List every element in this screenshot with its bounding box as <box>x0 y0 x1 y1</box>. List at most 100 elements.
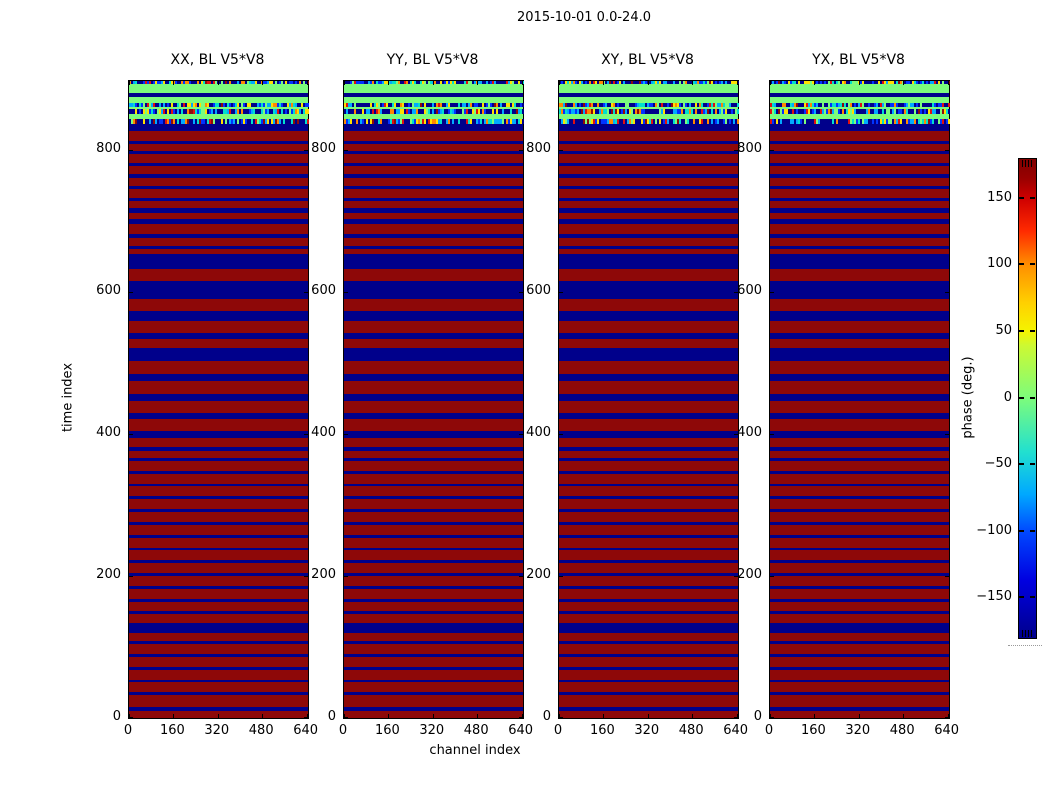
phase-minus180-stripe <box>129 470 308 474</box>
noise-speckle <box>498 103 500 108</box>
noise-speckle <box>456 81 458 84</box>
noise-speckle <box>400 103 402 108</box>
noise-speckle <box>591 109 593 114</box>
noise-speckle <box>275 103 277 108</box>
phase-minus180-stripe <box>344 208 523 214</box>
noise-speckle <box>129 81 131 84</box>
noise-speckle <box>392 109 394 114</box>
noise-speckle <box>386 109 388 114</box>
noise-speckle <box>920 81 922 84</box>
y-tick-label: 600 <box>96 282 121 298</box>
noise-speckle <box>376 109 378 114</box>
noise-speckle <box>460 103 462 108</box>
noise-speckle <box>796 103 798 108</box>
panel-title-yy: YY, BL V5*V8 <box>386 52 479 68</box>
noise-speckle <box>418 103 420 108</box>
phase-minus180-stripe <box>129 186 308 189</box>
noise-speckle <box>567 81 569 84</box>
noise-speckle <box>834 103 836 108</box>
y-tick-mark <box>559 149 563 151</box>
phase-minus180-stripe <box>559 679 738 683</box>
noise-speckle <box>273 103 275 108</box>
noise-speckle <box>615 81 617 84</box>
noise-speckle <box>631 119 633 124</box>
noise-speckle <box>203 119 205 124</box>
colorbar-tick-label: 150 <box>987 189 1012 205</box>
noise-speckle <box>625 119 627 124</box>
noise-speckle <box>884 109 886 114</box>
noise-speckle <box>870 103 872 108</box>
noise-speckle <box>944 119 946 124</box>
x-tick-label: 480 <box>678 723 704 738</box>
noise-speckle <box>723 119 725 124</box>
noise-speckle <box>454 119 456 124</box>
noise-speckle <box>571 81 573 84</box>
noise-speckle <box>603 109 605 114</box>
noise-speckle <box>187 81 189 84</box>
noise-speckle <box>615 109 617 114</box>
noise-speckle <box>249 103 251 108</box>
noise-speckle <box>625 81 627 84</box>
noise-speckle <box>788 103 790 108</box>
noise-speckle <box>195 119 197 124</box>
phase-minus180-stripe <box>559 470 738 474</box>
noise-speckle <box>384 103 386 108</box>
noise-speckle <box>247 81 249 84</box>
noise-speckle <box>874 119 876 124</box>
noise-speckle <box>597 81 599 84</box>
noise-speckle <box>621 81 623 84</box>
phase-minus180-stripe <box>559 123 738 131</box>
noise-speckle <box>466 81 468 84</box>
y-axis-label: time index <box>60 362 76 433</box>
noise-speckle <box>942 103 944 108</box>
noise-speckle <box>143 81 145 84</box>
colorbar-tick-dash <box>1030 596 1035 599</box>
y-tick-mark <box>519 433 523 435</box>
noise-speckle <box>886 119 888 124</box>
noise-speckle <box>886 81 888 84</box>
noise-speckle <box>599 109 601 114</box>
noise-speckle <box>269 109 271 114</box>
phase-minus180-stripe <box>559 186 738 189</box>
noise-speckle <box>484 103 486 108</box>
noise-speckle <box>518 119 520 124</box>
noise-speckle <box>643 119 645 124</box>
noise-speckle <box>623 119 625 124</box>
phase-minus180-stripe <box>344 585 523 589</box>
noise-speckle <box>828 81 830 84</box>
noise-speckle <box>281 109 283 114</box>
y-tick-label: 0 <box>327 709 336 724</box>
noise-speckle <box>458 103 460 108</box>
noise-speckle <box>705 103 707 108</box>
noise-speckle <box>518 109 520 114</box>
noise-speckle <box>187 109 189 114</box>
noise-speckle <box>591 119 593 124</box>
noise-speckle <box>474 81 476 84</box>
x-tick-mark <box>947 81 949 85</box>
noise-speckle <box>468 119 470 124</box>
noise-speckle <box>299 109 301 114</box>
phase-minus180-stripe <box>129 412 308 420</box>
noise-speckle <box>587 119 589 124</box>
x-tick-mark <box>521 81 523 85</box>
noise-speckle <box>488 119 490 124</box>
noise-speckle <box>717 109 719 114</box>
noise-speckle <box>380 81 382 84</box>
noise-speckle <box>784 103 786 108</box>
noise-speckle <box>414 119 416 124</box>
phase-minus180-stripe <box>559 483 738 487</box>
noise-speckle <box>183 81 185 84</box>
noise-speckle <box>350 103 352 108</box>
noise-speckle <box>816 109 818 114</box>
noise-speckle <box>287 81 289 84</box>
noise-speckle <box>786 109 788 114</box>
noise-speckle <box>171 109 173 114</box>
noise-speckle <box>203 81 205 84</box>
noise-speckle <box>772 119 774 124</box>
noise-speckle <box>301 103 303 108</box>
noise-speckle <box>559 109 561 114</box>
noise-speckle <box>565 119 567 124</box>
noise-speckle <box>169 81 171 84</box>
noise-speckle <box>707 119 709 124</box>
noise-speckle <box>209 103 211 108</box>
